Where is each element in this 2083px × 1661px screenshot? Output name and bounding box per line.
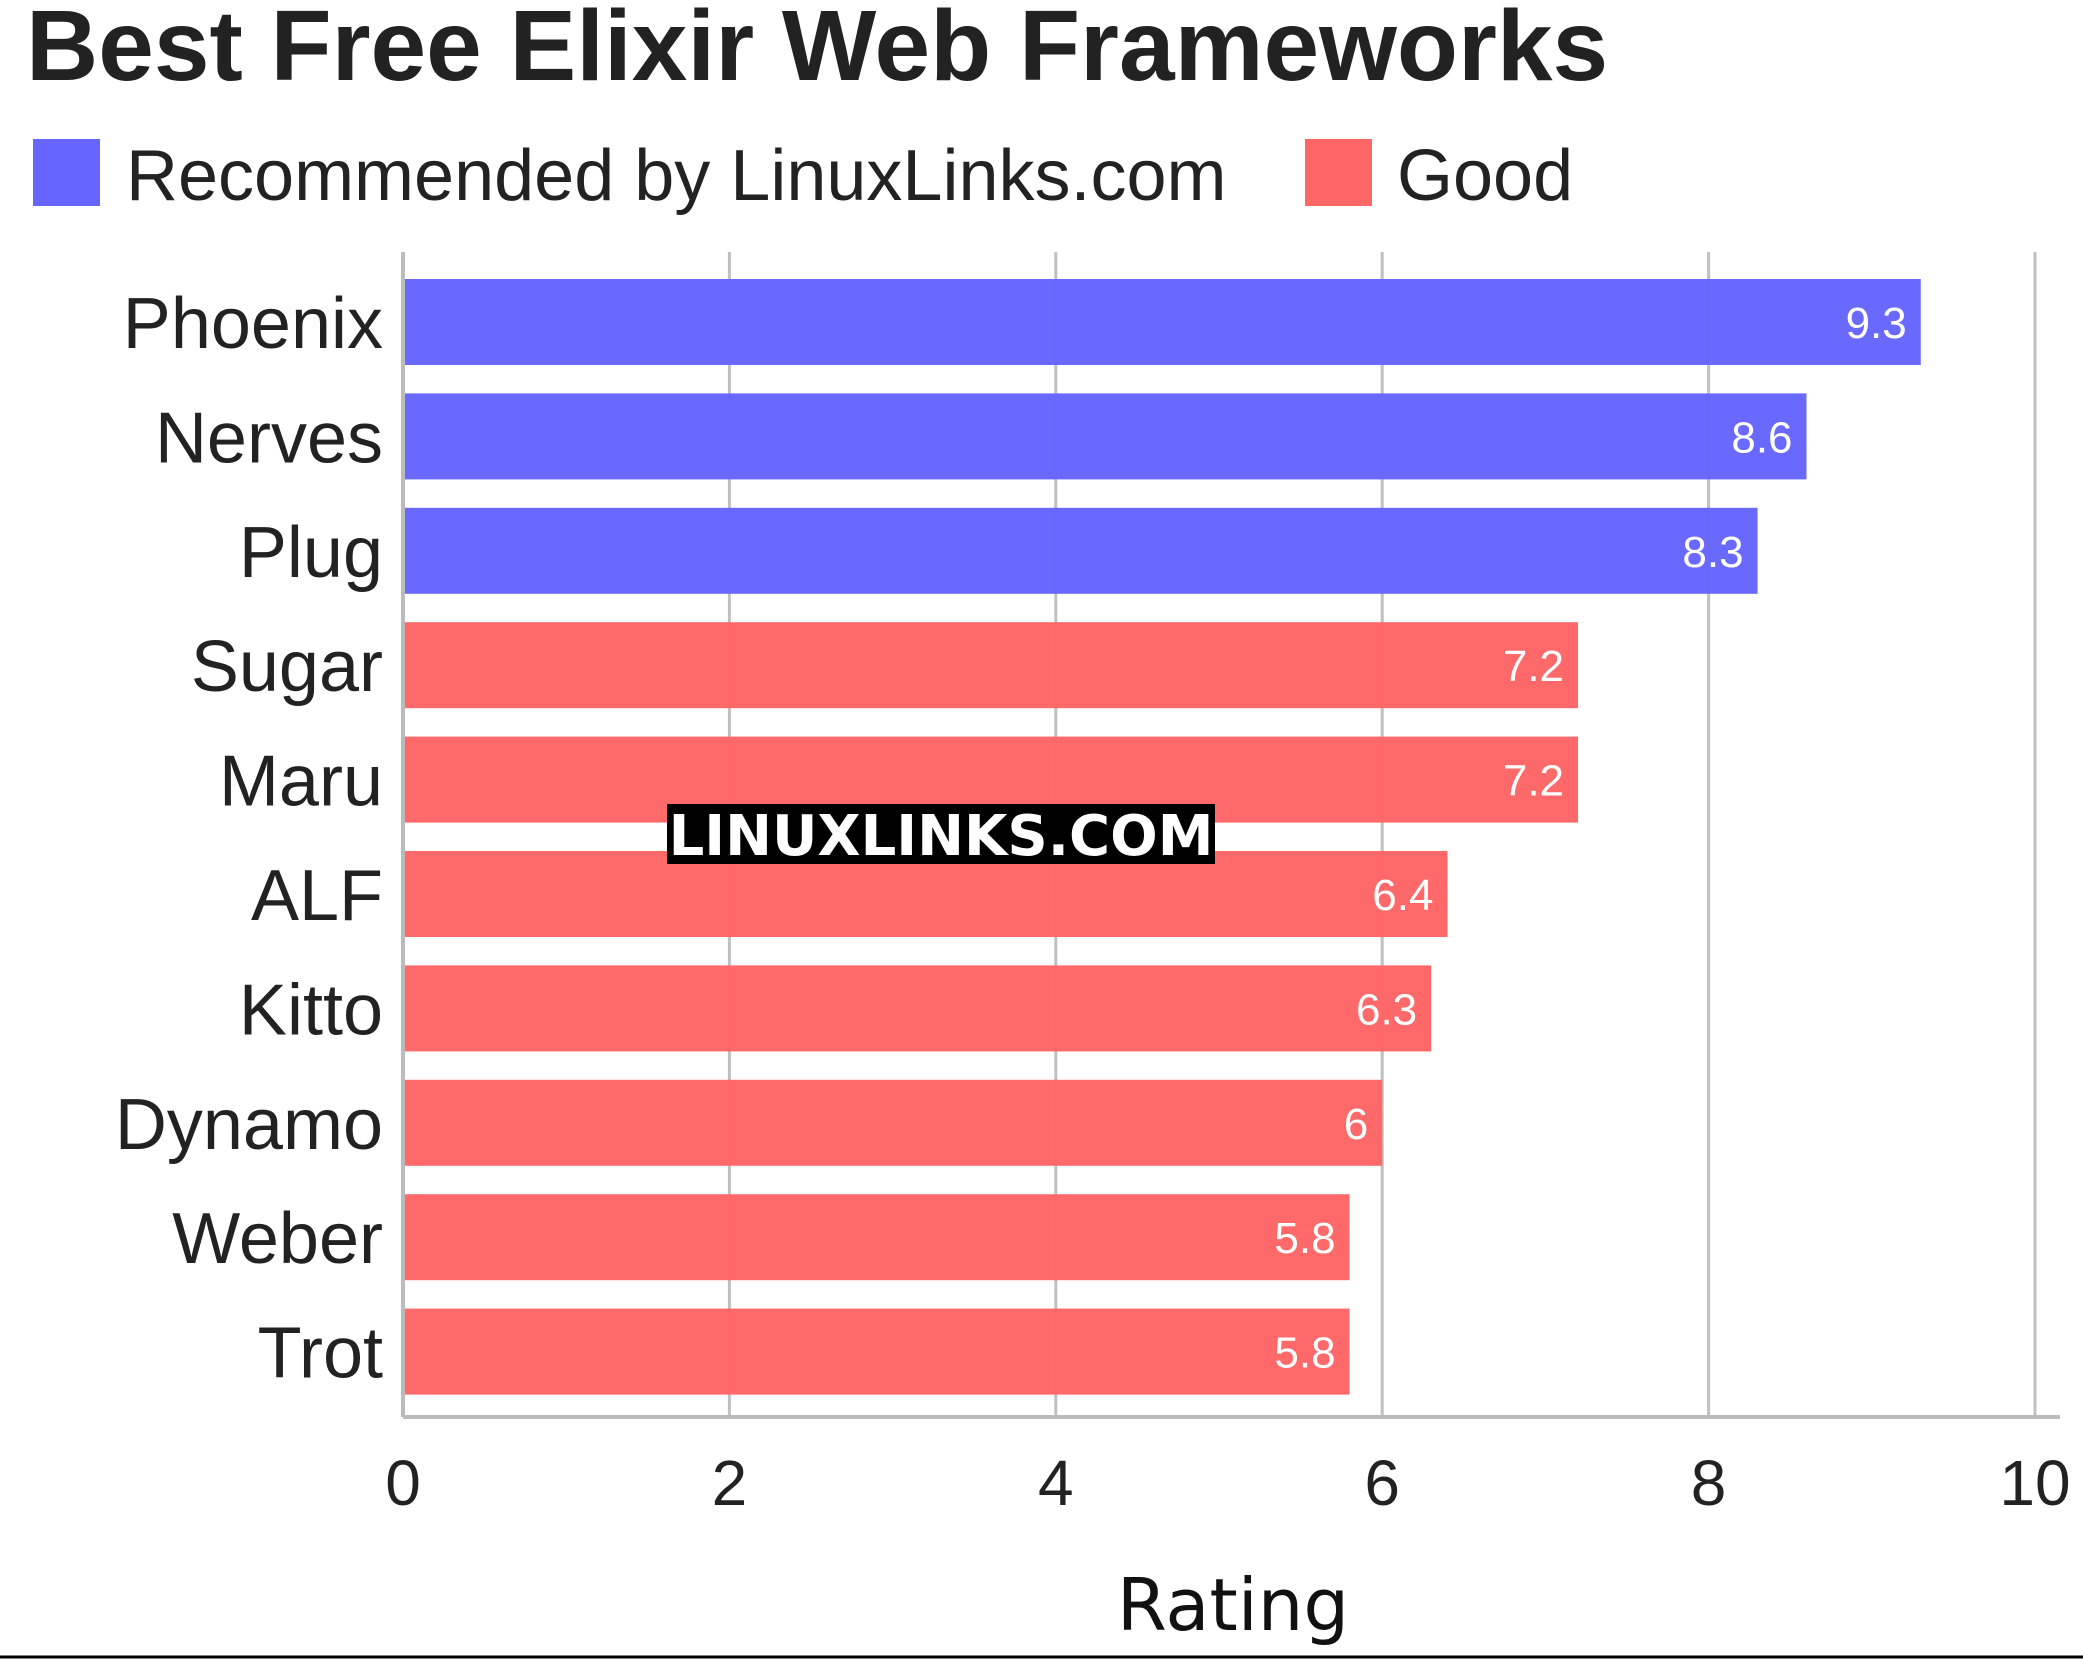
bar-weber bbox=[403, 1194, 1350, 1281]
data-label-nerves: 8.6 bbox=[1731, 413, 1792, 462]
data-label-trot: 5.8 bbox=[1274, 1329, 1335, 1378]
bar-kitto bbox=[403, 965, 1432, 1052]
legend-label-recommended: Recommended by LinuxLinks.com bbox=[126, 136, 1227, 216]
x-tick-labels: 0 2 4 6 8 10 bbox=[385, 1447, 2070, 1519]
category-label-alf: ALF bbox=[251, 856, 383, 936]
data-label-alf: 6.4 bbox=[1372, 871, 1433, 920]
category-label-maru: Maru bbox=[219, 742, 383, 822]
x-tick-label-8: 8 bbox=[1691, 1447, 1727, 1519]
legend-swatch-good bbox=[1305, 139, 1372, 206]
bar-dynamo bbox=[403, 1079, 1383, 1166]
category-label-sugar: Sugar bbox=[191, 627, 383, 707]
category-labels: Phoenix Nerves Plug Sugar Maru ALF Kitto Dynamo… bbox=[115, 284, 383, 1394]
bar-sugar bbox=[403, 622, 1579, 709]
data-label-dynamo: 6 bbox=[1344, 1100, 1368, 1149]
x-tick-label-0: 0 bbox=[385, 1447, 421, 1519]
x-tick-label-2: 2 bbox=[712, 1447, 748, 1519]
category-label-plug: Plug bbox=[239, 513, 383, 593]
watermark-background bbox=[667, 804, 1215, 864]
chart-title: Best Free Elixir Web Frameworks bbox=[26, 0, 1608, 102]
data-labels: 9.3 8.6 8.3 7.2 7.2 6.4 6.3 6 5.8 5.8 bbox=[1274, 299, 1906, 1378]
category-label-weber: Weber bbox=[172, 1199, 383, 1279]
data-label-maru: 7.2 bbox=[1503, 757, 1564, 806]
category-label-kitto: Kitto bbox=[239, 970, 383, 1050]
x-tick-label-6: 6 bbox=[1364, 1447, 1400, 1519]
bars bbox=[403, 279, 1921, 1395]
category-label-dynamo: Dynamo bbox=[115, 1085, 383, 1165]
bar-trot bbox=[403, 1308, 1350, 1395]
x-tick-label-10: 10 bbox=[1999, 1447, 2070, 1519]
x-axis-title: Rating bbox=[1117, 1563, 1349, 1647]
category-label-phoenix: Phoenix bbox=[123, 284, 383, 364]
bar-phoenix bbox=[403, 279, 1921, 365]
legend: Recommended by LinuxLinks.com Good bbox=[33, 136, 1573, 216]
legend-label-good: Good bbox=[1397, 136, 1573, 216]
category-label-nerves: Nerves bbox=[155, 398, 383, 478]
bar-plug bbox=[403, 507, 1758, 594]
data-label-sugar: 7.2 bbox=[1503, 642, 1564, 691]
data-label-phoenix: 9.3 bbox=[1846, 299, 1907, 348]
watermark-text: LINUXLINKS.COM bbox=[669, 804, 1214, 869]
data-label-kitto: 6.3 bbox=[1356, 985, 1417, 1034]
legend-swatch-recommended bbox=[33, 139, 100, 206]
data-label-weber: 5.8 bbox=[1274, 1214, 1335, 1263]
x-tick-label-4: 4 bbox=[1038, 1447, 1074, 1519]
category-label-trot: Trot bbox=[258, 1314, 383, 1394]
bar-alf bbox=[403, 851, 1448, 937]
data-label-plug: 8.3 bbox=[1682, 528, 1743, 577]
watermark: LINUXLINKS.COM bbox=[667, 804, 1215, 869]
bar-nerves bbox=[403, 393, 1807, 480]
